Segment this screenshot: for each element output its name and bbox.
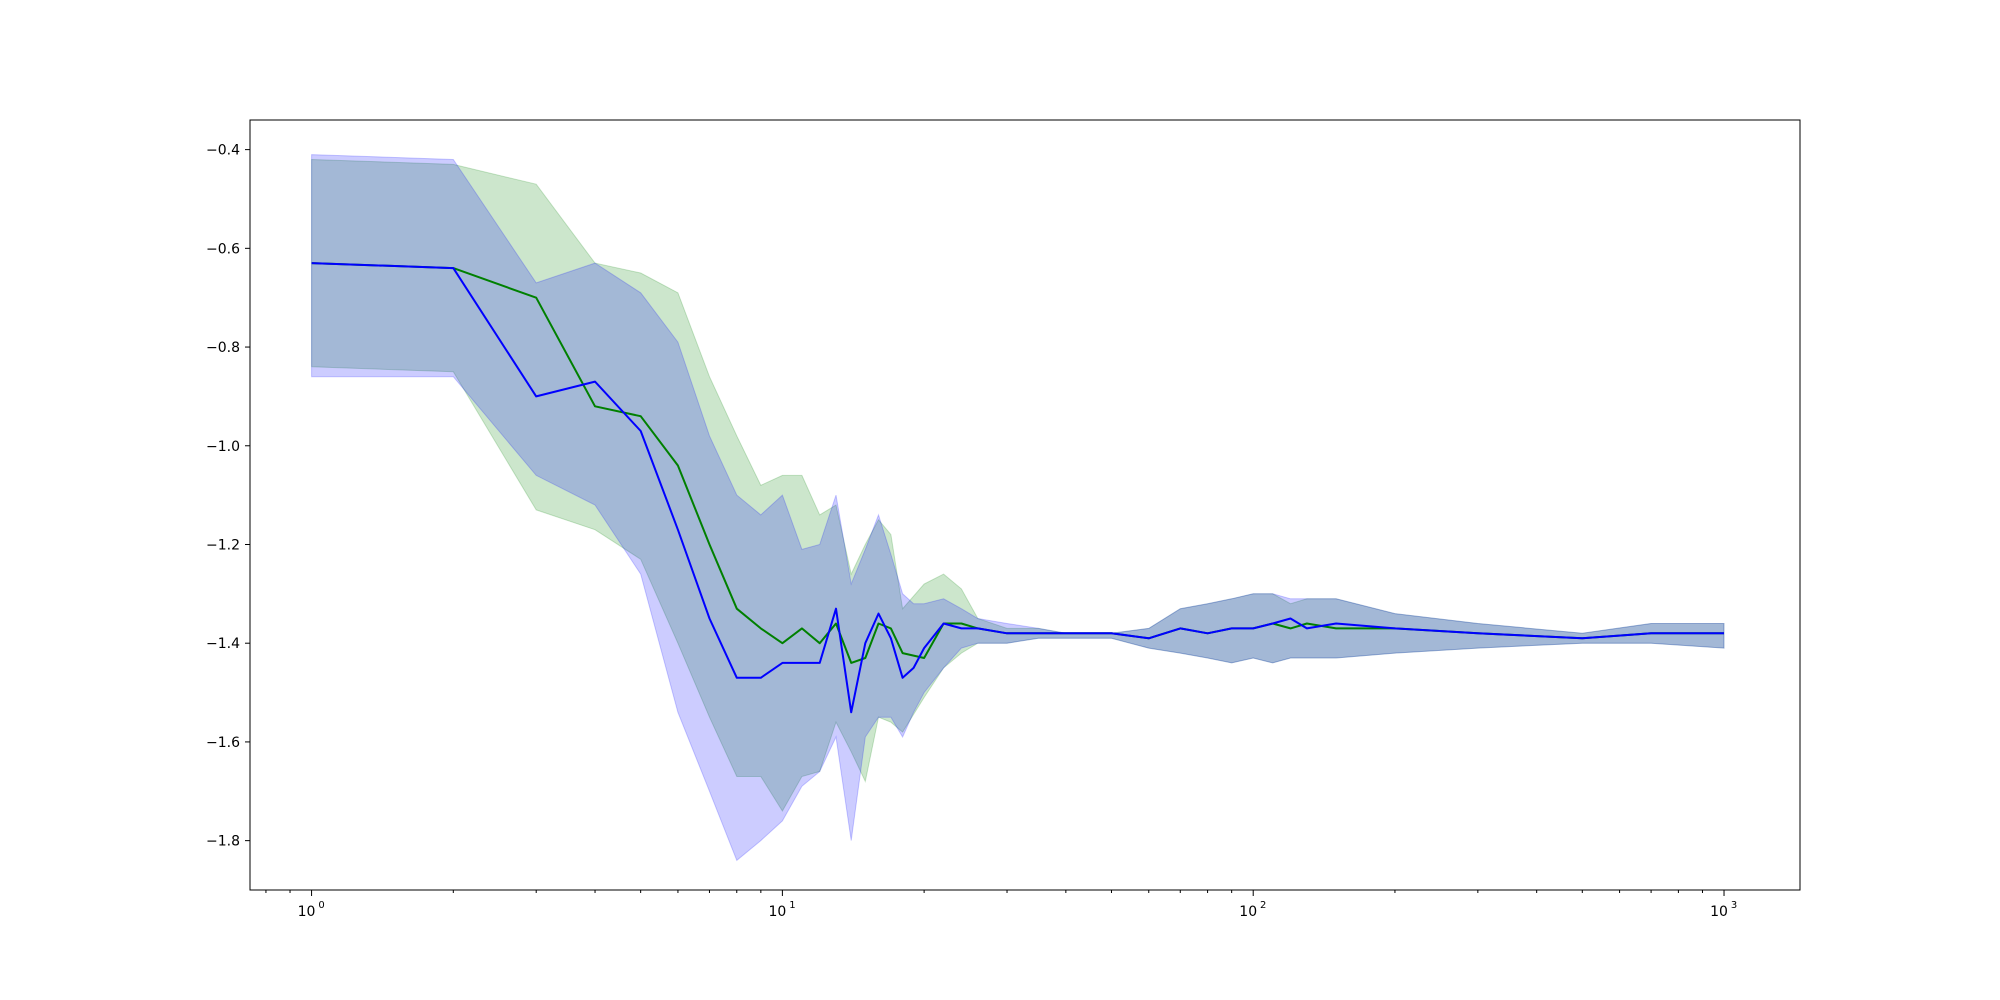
x-tick-label: 10 — [1239, 904, 1257, 920]
x-tick-label: 10 — [768, 904, 786, 920]
plot-frame — [249, 119, 1801, 891]
series-1-band — [311, 154, 1725, 862]
confidence-bands — [311, 154, 1725, 862]
y-tick-label: −0.6 — [206, 241, 240, 257]
series-1-line — [311, 262, 1724, 714]
x-tick-exponent: 3 — [1731, 900, 1737, 911]
x-tick-exponent: 1 — [789, 900, 795, 911]
y-axis: −0.4 −0.6 −0.8 −1.0 −1.2 −1.4 −1.6 −1.8 — [206, 143, 250, 850]
y-tick-label: −1.2 — [206, 537, 240, 553]
y-tick-label: −1.6 — [206, 735, 240, 751]
x-tick-exponent: 0 — [318, 900, 324, 911]
series-0-band — [311, 158, 1725, 812]
x-tick-label: 10 — [1710, 904, 1728, 920]
y-tick-label: −0.4 — [206, 143, 240, 159]
x-axis: 10 0 10 1 10 2 10 3 — [265, 890, 1737, 920]
y-tick-label: −1.0 — [206, 439, 240, 455]
x-tick-exponent: 2 — [1260, 900, 1266, 911]
y-tick-label: −1.8 — [206, 834, 240, 850]
series-0-line — [311, 262, 1724, 664]
x-tick-label: 10 — [298, 904, 316, 920]
y-tick-label: −1.4 — [206, 636, 240, 652]
series-lines — [311, 262, 1724, 714]
y-tick-label: −0.8 — [206, 340, 240, 356]
